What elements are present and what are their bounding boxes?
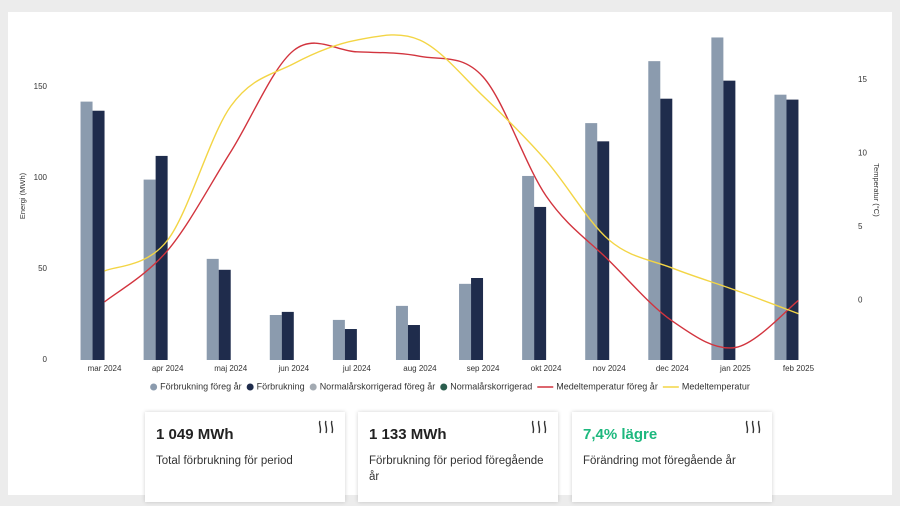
bar [585, 123, 598, 360]
bar [92, 110, 105, 360]
bar [80, 101, 93, 360]
bar [332, 319, 345, 360]
y2-tick-label: 0 [858, 296, 863, 305]
y-tick-label: 100 [34, 173, 48, 182]
heat-icon [318, 420, 334, 434]
bar [786, 99, 799, 361]
bar [143, 179, 156, 360]
y2-tick-label: 15 [858, 75, 867, 84]
y2-tick-label: 10 [858, 148, 867, 157]
card: 1 133 MWh Förbrukning för period föregåe… [358, 412, 558, 502]
x-tick-label: jul 2024 [342, 364, 372, 373]
bar [206, 258, 219, 360]
bar [281, 311, 294, 360]
bar [660, 98, 673, 361]
bar [471, 278, 484, 360]
bar [723, 80, 736, 361]
y-tick-label: 50 [38, 264, 47, 273]
bar [522, 175, 535, 360]
card-value: 1 049 MWh [156, 426, 234, 443]
bar [218, 269, 231, 360]
x-tick-label: jun 2024 [277, 364, 309, 373]
card-label: Förbrukning för period föregående år [369, 455, 544, 483]
x-tick-label: nov 2024 [593, 364, 626, 373]
legend-marker [440, 383, 448, 391]
line [104, 34, 799, 315]
legend-label: Medeltemperatur föreg år [556, 381, 658, 391]
legend-label: Förbrukning föreg år [160, 381, 242, 391]
legend-label: Medeltemperatur [682, 381, 750, 391]
bar [597, 141, 610, 360]
card-value: 1 133 MWh [369, 426, 447, 443]
legend-label: Förbrukning [257, 381, 305, 391]
bar [774, 94, 787, 360]
heat-icon [531, 420, 547, 434]
legend-marker [246, 383, 254, 391]
y-axis-label: Energi (MWh) [18, 172, 27, 219]
y-tick-label: 0 [43, 355, 48, 364]
x-tick-label: jan 2025 [719, 364, 751, 373]
x-tick-label: apr 2024 [152, 364, 184, 373]
card-label: Total förbrukning för period [156, 455, 293, 467]
x-tick-label: aug 2024 [403, 364, 437, 373]
legend-label: Normalårskorrigerad [450, 381, 532, 391]
x-tick-label: maj 2024 [214, 364, 247, 373]
card: 7,4% lägre Förändring mot föregående år [572, 412, 772, 502]
legend-marker [150, 383, 158, 391]
x-tick-label: okt 2024 [531, 364, 562, 373]
line [104, 42, 799, 349]
bar [269, 314, 282, 360]
x-tick-label: dec 2024 [656, 364, 689, 373]
card-label: Förändring mot föregående år [583, 455, 736, 467]
bar [344, 329, 357, 360]
bar [534, 206, 547, 360]
heat-icon [745, 420, 761, 434]
y2-axis-label: Temperatur (°C) [872, 163, 881, 217]
bar [395, 305, 408, 360]
y2-tick-label: 5 [858, 222, 863, 231]
bar [407, 325, 420, 360]
x-tick-label: sep 2024 [467, 364, 500, 373]
card-value: 7,4% lägre [583, 426, 658, 443]
card: 1 049 MWh Total förbrukning för period [145, 412, 345, 502]
bar [648, 61, 661, 361]
bar [459, 283, 472, 360]
bar [711, 37, 724, 360]
x-tick-label: feb 2025 [783, 364, 815, 373]
x-tick-label: mar 2024 [88, 364, 122, 373]
legend-label: Normalårskorrigerad föreg år [320, 381, 436, 391]
legend-marker [309, 383, 317, 391]
y-tick-label: 150 [34, 82, 48, 91]
